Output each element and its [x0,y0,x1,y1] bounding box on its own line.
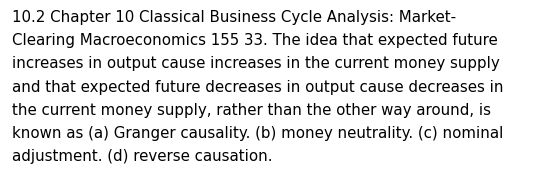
Text: increases in output cause increases in the current money supply: increases in output cause increases in t… [12,56,500,71]
Text: known as (a) Granger causality. (b) money neutrality. (c) nominal: known as (a) Granger causality. (b) mone… [12,126,503,141]
Text: 10.2 Chapter 10 Classical Business Cycle Analysis: Market-: 10.2 Chapter 10 Classical Business Cycle… [12,10,456,25]
Text: and that expected future decreases in output cause decreases in: and that expected future decreases in ou… [12,80,503,95]
Text: adjustment. (d) reverse causation.: adjustment. (d) reverse causation. [12,149,272,164]
Text: Clearing Macroeconomics 155 33. The idea that expected future: Clearing Macroeconomics 155 33. The idea… [12,33,498,48]
Text: the current money supply, rather than the other way around, is: the current money supply, rather than th… [12,103,491,118]
